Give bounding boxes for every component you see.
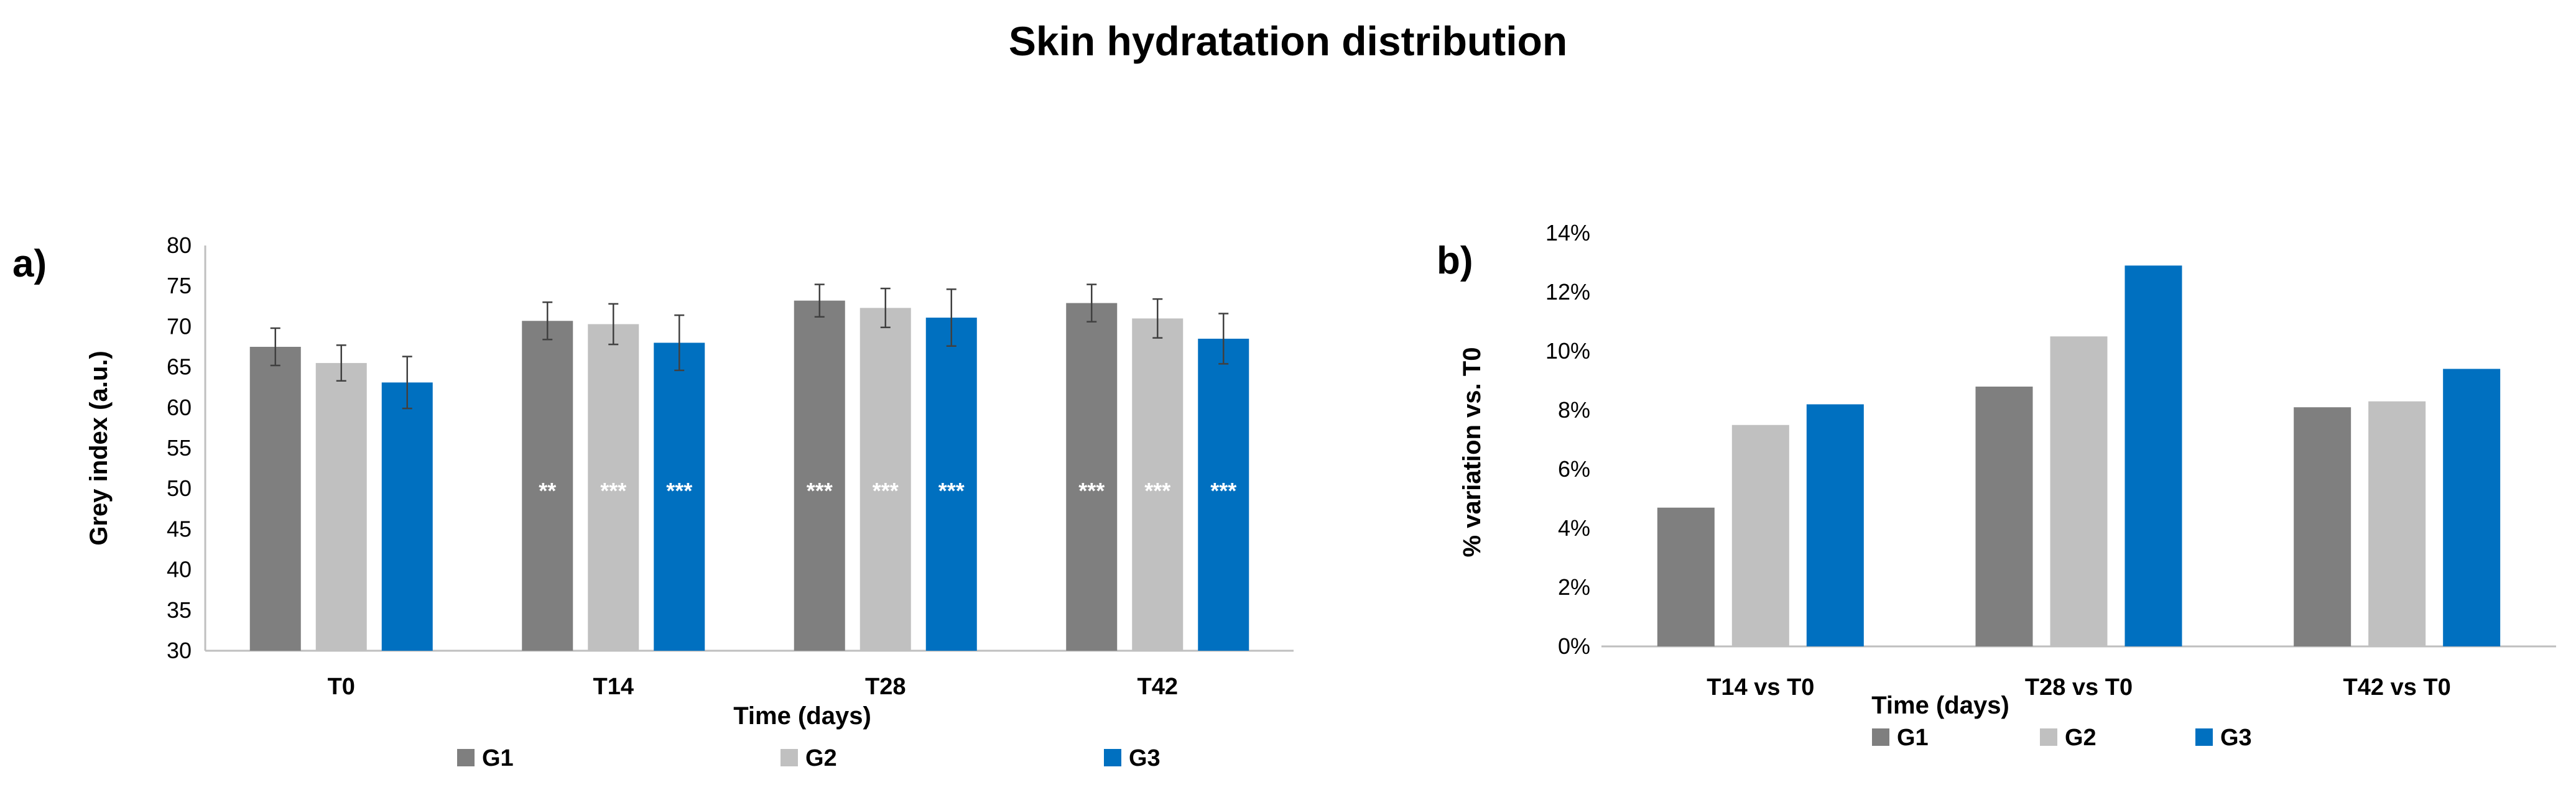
x-category-label-b-0: T14 vs T0: [1707, 674, 1814, 700]
x-axis-title: Time (days): [733, 702, 871, 730]
x-category-label-T42: T42: [1137, 674, 1178, 700]
y-tick-label: 60: [167, 395, 192, 420]
bar-G2-T28: [859, 308, 911, 651]
significance-G1-T28: ***: [807, 478, 833, 503]
y-tick-label-b: 6%: [1558, 456, 1590, 482]
y-axis-title-b: % variation vs. T0: [1458, 347, 1486, 558]
x-axis-title-b: Time (days): [1871, 692, 2009, 719]
y-tick-label-b: 14%: [1545, 220, 1590, 246]
significance-G3-T14: ***: [666, 478, 692, 503]
significance-G3-T42: ***: [1210, 478, 1236, 503]
bar-b-G2-1: [2050, 336, 2108, 646]
y-tick-label: 35: [167, 597, 192, 623]
legend-label-G3: G3: [1129, 745, 1161, 771]
chart-panel-b: b) 0% 2% 4% 6% 8% 10% 12% 14% % variation vs. T0 T…: [1437, 220, 2556, 751]
legend-swatch-G2: [781, 749, 798, 766]
y-tick-label: 75: [167, 273, 192, 298]
y-tick-label-b: 12%: [1545, 279, 1590, 305]
significance-G1-T14: **: [539, 478, 556, 503]
bar-G1-T28: [794, 300, 845, 651]
y-tick-label-b: 0%: [1558, 633, 1590, 659]
bar-b-G3-1: [2124, 265, 2182, 646]
significance-G1-T42: ***: [1078, 478, 1105, 503]
legend-swatch-G3: [1104, 749, 1121, 766]
figure-title: Skin hydratation distribution: [1008, 18, 1568, 64]
bar-G3-T28: [925, 318, 977, 651]
bar-G1-T42: [1066, 303, 1118, 651]
legend-label-b-G1: G1: [1897, 725, 1929, 751]
legend-label-b-G3: G3: [2220, 725, 2252, 751]
y-tick-label: 65: [167, 354, 192, 380]
bar-b-G3-2: [2443, 369, 2501, 646]
y-axis-title: Grey index (a.u.): [85, 351, 113, 545]
bar-b-G1-2: [2294, 407, 2351, 646]
y-tick-label-b: 4%: [1558, 515, 1590, 541]
significance-G2-T14: ***: [600, 478, 626, 503]
y-tick-label: 80: [167, 232, 192, 258]
y-tick-label-b: 8%: [1558, 397, 1590, 423]
bar-G1-T0: [249, 347, 301, 651]
significance-G2-T42: ***: [1144, 478, 1170, 503]
panel-label-b: b): [1437, 239, 1473, 282]
legend-swatch-b-G3: [2195, 728, 2213, 746]
bar-b-G2-2: [2368, 401, 2426, 646]
legend-swatch-b-G2: [2040, 728, 2057, 746]
y-tick-label: 45: [167, 516, 192, 541]
legend-label-G1: G1: [482, 745, 514, 771]
bar-b-G1-1: [1975, 387, 2033, 646]
bar-G1-T14: [522, 321, 573, 651]
y-tick-label: 55: [167, 435, 192, 461]
x-category-label-b-2: T42 vs T0: [2343, 674, 2451, 700]
bar-b-G2-0: [1731, 425, 1789, 646]
y-tick-label: 40: [167, 557, 192, 582]
bar-G3-T0: [381, 382, 433, 651]
chart-panel-a: a) 30 35 40 45 50 55 60 65 70 75 80 Grey index (a.u.…: [12, 232, 1294, 771]
x-category-label-T0: T0: [328, 674, 355, 700]
x-category-label-T14: T14: [593, 674, 634, 700]
y-tick-label-b: 2%: [1558, 574, 1590, 600]
y-tick-label: 30: [167, 638, 192, 663]
significance-G3-T28: ***: [938, 478, 965, 503]
bar-G2-T14: [588, 324, 639, 651]
legend-swatch-b-G1: [1872, 728, 1889, 746]
bar-b-G3-0: [1806, 404, 1864, 646]
bar-b-G1-0: [1657, 507, 1715, 646]
significance-G2-T28: ***: [873, 478, 899, 503]
legend-label-G2: G2: [805, 745, 837, 771]
bar-G2-T0: [315, 363, 367, 651]
legend-swatch-G1: [457, 749, 475, 766]
bar-G3-T14: [654, 342, 705, 651]
x-category-label-T28: T28: [865, 674, 906, 700]
y-tick-label: 70: [167, 313, 192, 339]
legend-label-b-G2: G2: [2065, 725, 2096, 751]
bar-G2-T42: [1132, 318, 1184, 651]
panel-label-a: a): [12, 242, 47, 285]
bar-G3-T42: [1198, 338, 1249, 651]
x-category-label-b-1: T28 vs T0: [2025, 674, 2133, 700]
y-tick-label: 50: [167, 475, 192, 501]
y-tick-label-b: 10%: [1545, 338, 1590, 364]
